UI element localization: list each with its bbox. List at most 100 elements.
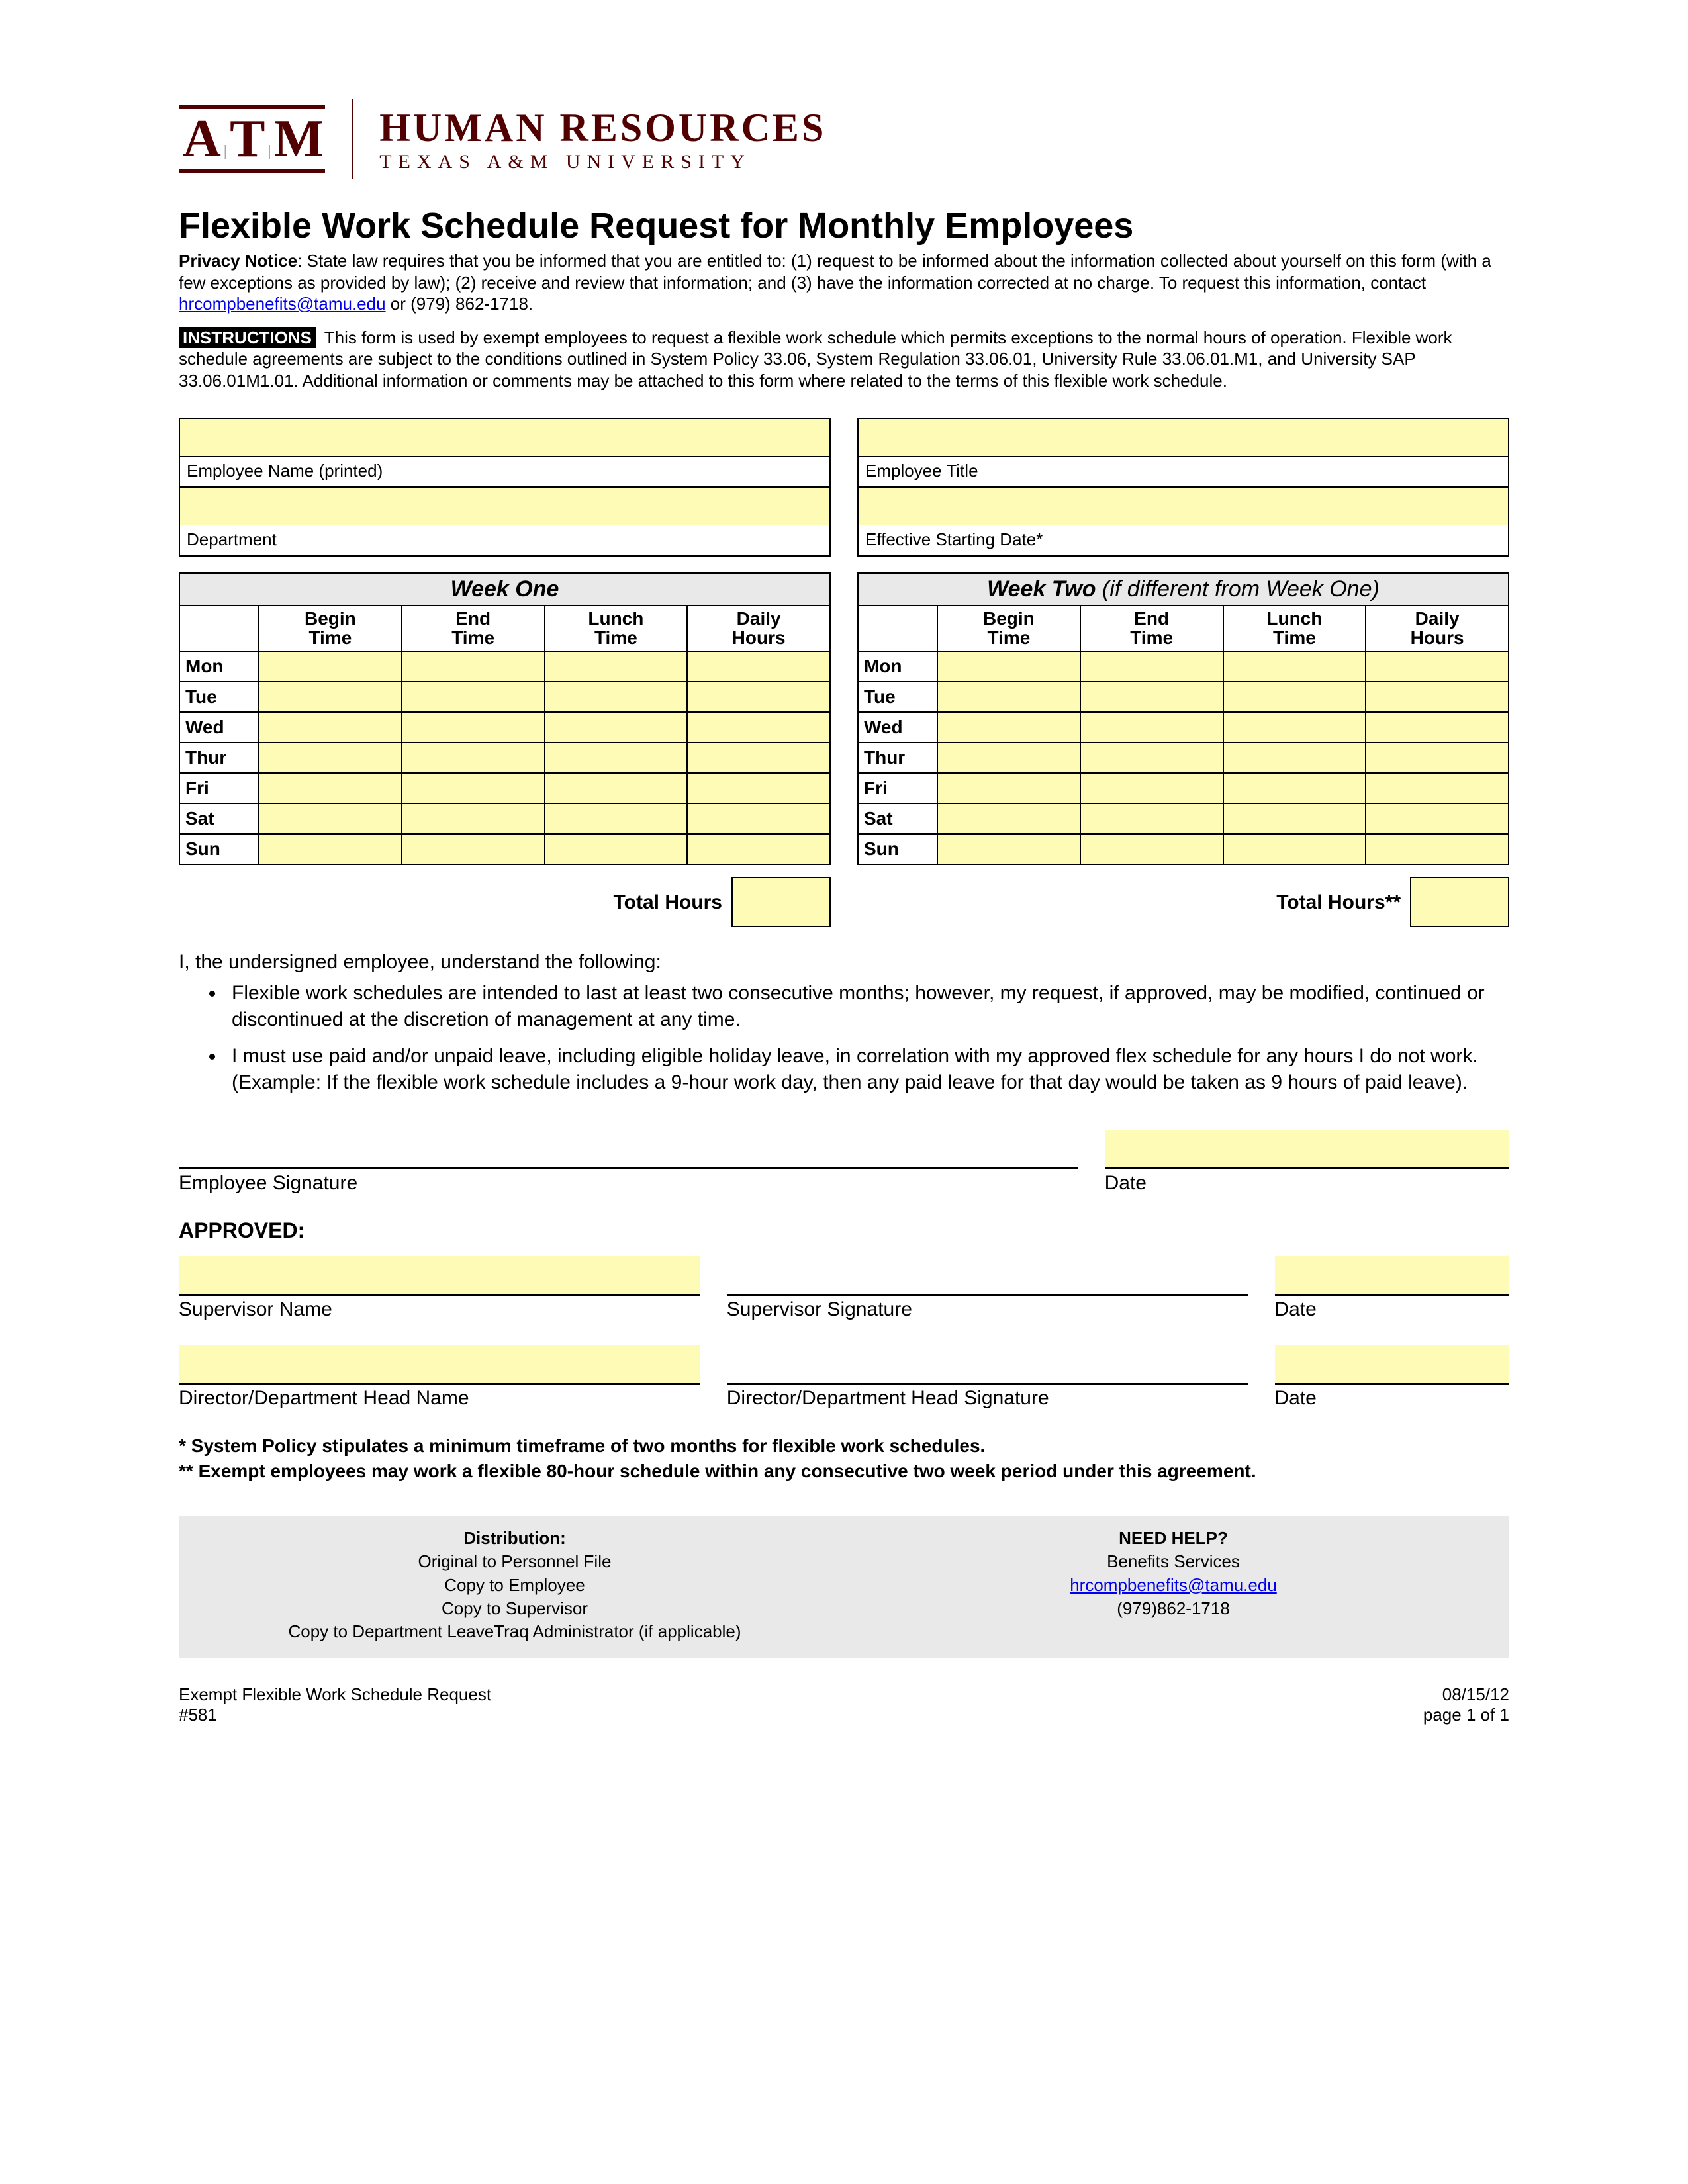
schedule-cell-input[interactable] [687,773,830,803]
schedule-cell-input[interactable] [1223,651,1366,682]
schedule-cell-input[interactable] [259,651,402,682]
schedule-cell-input[interactable] [937,712,1080,743]
week-two-note: (if different from Week One) [1096,576,1380,602]
schedule-cell-input[interactable] [937,803,1080,834]
schedule-cell-input[interactable] [545,803,688,834]
table-row: Tue [179,682,830,712]
table-row: Thur [179,743,830,773]
schedule-cell-input[interactable] [1223,834,1366,864]
schedule-cell-input[interactable] [1080,773,1223,803]
schedule-cell-input[interactable] [937,743,1080,773]
sig-row-employee: Employee Signature Date [179,1130,1509,1195]
schedule-cell-input[interactable] [402,803,545,834]
schedule-cell-input[interactable] [545,651,688,682]
schedule-cell-input[interactable] [259,712,402,743]
column-header [179,606,259,651]
schedule-cell-input[interactable] [1366,803,1509,834]
schedule-cell-input[interactable] [402,773,545,803]
sig-label: Date [1105,1172,1509,1195]
letterhead: A|T|M HUMAN RESOURCES TEXAS A&M UNIVERSI… [179,99,1509,179]
schedule-cell-input[interactable] [259,773,402,803]
privacy-after: or (979) 862-1718. [386,294,534,314]
schedule-cell-input[interactable] [259,834,402,864]
sig-label: Director/Department Head Signature [727,1387,1248,1410]
schedule-cell-input[interactable] [1223,682,1366,712]
schedule-cell-input[interactable] [1223,743,1366,773]
list-item: Flexible work schedules are intended to … [225,980,1509,1034]
sig-label: Director/Department Head Name [179,1387,700,1410]
schedule-cell-input[interactable] [402,651,545,682]
employee-signature-line[interactable] [179,1130,1078,1169]
footer-date: 08/15/12 [1423,1684,1509,1705]
schedule-cell-input[interactable] [545,682,688,712]
schedule-cell-input[interactable] [1366,834,1509,864]
director-name-input[interactable] [179,1345,700,1385]
employee-date-input[interactable] [1105,1130,1509,1169]
sig-label: Supervisor Name [179,1298,700,1321]
schedule-cell-input[interactable] [1366,743,1509,773]
schedule-cell-input[interactable] [937,682,1080,712]
week-two-total-input[interactable] [1410,877,1509,927]
schedule-cell-input[interactable] [1223,712,1366,743]
schedule-cell-input[interactable] [687,743,830,773]
table-row: Fri [858,773,1509,803]
column-header: BeginTime [259,606,402,651]
schedule-cell-input[interactable] [402,743,545,773]
info-fields: Employee Name (printed) Department Emplo… [179,418,1509,557]
employee-name-input[interactable] [180,419,829,456]
schedule-cell-input[interactable] [402,834,545,864]
schedule-cell-input[interactable] [1223,773,1366,803]
schedule-cell-input[interactable] [1080,834,1223,864]
schedule-cell-input[interactable] [687,803,830,834]
schedule-cell-input[interactable] [259,682,402,712]
total-label: Total Hours [179,877,731,927]
schedule-cell-input[interactable] [259,743,402,773]
schedule-cell-input[interactable] [1366,712,1509,743]
schedule-cell-input[interactable] [687,651,830,682]
schedule-cell-input[interactable] [402,712,545,743]
help-line: (979)862-1718 [844,1597,1503,1620]
schedule-cell-input[interactable] [545,834,688,864]
help-email-link[interactable]: hrcompbenefits@tamu.edu [1070,1575,1277,1595]
column-header: LunchTime [545,606,688,651]
supervisor-date-input[interactable] [1275,1256,1509,1296]
schedule-cell-input[interactable] [937,834,1080,864]
schedule-cell-input[interactable] [687,682,830,712]
supervisor-signature-line[interactable] [727,1256,1248,1296]
schedule-cell-input[interactable] [545,743,688,773]
field-label: Effective Starting Date* [859,525,1508,555]
sig-label: Date [1275,1387,1509,1410]
director-date-input[interactable] [1275,1345,1509,1385]
schedule-cell-input[interactable] [1080,712,1223,743]
page-footer: Exempt Flexible Work Schedule Request #5… [179,1684,1509,1725]
schedule-cell-input[interactable] [402,682,545,712]
schedule-cell-input[interactable] [259,803,402,834]
day-label: Mon [179,651,259,682]
schedule-cell-input[interactable] [1080,743,1223,773]
schedule-cell-input[interactable] [1366,651,1509,682]
schedule-cell-input[interactable] [687,834,830,864]
field-department: Department [179,488,831,557]
week-one-total-input[interactable] [731,877,831,927]
director-signature-line[interactable] [727,1345,1248,1385]
day-label: Tue [179,682,259,712]
week-two-total: Total Hours** [857,877,1509,927]
department-input[interactable] [180,488,829,525]
effective-date-input[interactable] [859,488,1508,525]
schedule-cell-input[interactable] [1080,651,1223,682]
table-header-row: BeginTimeEndTimeLunchTimeDailyHours [179,606,830,651]
field-employee-name: Employee Name (printed) [179,418,831,488]
schedule-cell-input[interactable] [937,651,1080,682]
schedule-cell-input[interactable] [1223,803,1366,834]
employee-title-input[interactable] [859,419,1508,456]
supervisor-name-input[interactable] [179,1256,700,1296]
schedule-cell-input[interactable] [1080,682,1223,712]
privacy-email-link[interactable]: hrcompbenefits@tamu.edu [179,294,386,314]
schedule-cell-input[interactable] [545,712,688,743]
schedule-cell-input[interactable] [1366,773,1509,803]
schedule-cell-input[interactable] [1366,682,1509,712]
schedule-cell-input[interactable] [1080,803,1223,834]
schedule-cell-input[interactable] [545,773,688,803]
schedule-cell-input[interactable] [937,773,1080,803]
schedule-cell-input[interactable] [687,712,830,743]
